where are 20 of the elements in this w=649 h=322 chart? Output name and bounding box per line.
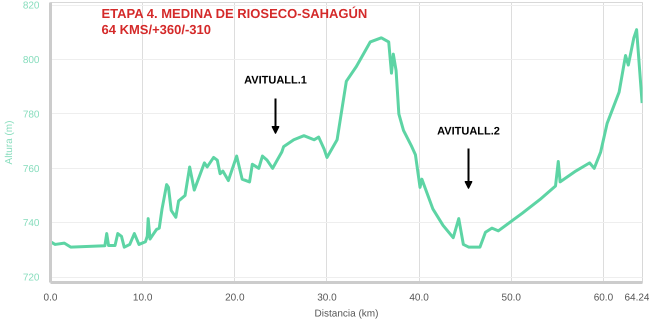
x-tick-label: 30.0 [317, 292, 338, 304]
y-tick-label: 740 [22, 218, 40, 230]
x-axis-title: Distancia (km) [314, 308, 378, 320]
y-tick-label: 780 [22, 109, 40, 120]
y-tick-label: 800 [22, 55, 40, 66]
y-tick-label: 720 [22, 272, 40, 284]
x-tick-label: 64.24 [624, 292, 649, 304]
text: 64 KMS/+360/-310 [102, 22, 211, 37]
y-tick-label: 760 [22, 164, 40, 175]
annotation: AVITUALL.1 [244, 74, 307, 86]
chart-title: ETAPA 4. MEDINA DE RIOSECO-SAHAGÚN [102, 6, 368, 21]
annotation: AVITUALL.2 [437, 126, 500, 138]
x-tick-label: 0.0 [44, 292, 58, 304]
x-tick-label: 60.0 [594, 292, 614, 304]
y-axis-title: Altura (m) [4, 120, 15, 164]
x-tick-label: 20.0 [225, 292, 245, 304]
x-tick-label: 10.0 [132, 292, 153, 304]
x-tick-label: 50.0 [502, 292, 522, 304]
x-tick-label: 40.0 [409, 292, 430, 304]
y-tick-label: 820 [22, 0, 40, 12]
